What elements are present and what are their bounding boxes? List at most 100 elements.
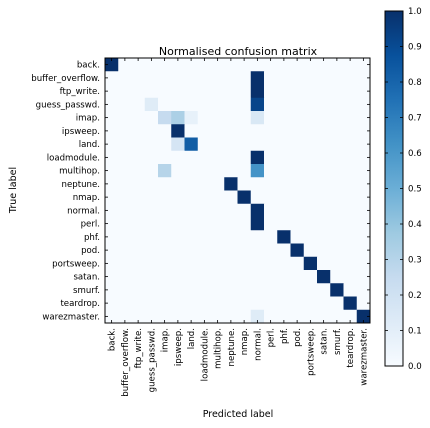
heatmap-cell (158, 111, 172, 125)
heatmap-cell (197, 177, 212, 191)
heatmap-cell (237, 111, 252, 125)
heatmap-cell (105, 58, 119, 72)
heatmap-cell (277, 190, 291, 205)
heatmap-cell (250, 111, 265, 125)
heatmap-cell (264, 84, 278, 99)
heatmap-cell (237, 164, 252, 178)
heatmap-cell (277, 203, 291, 218)
heatmap-cell (118, 243, 132, 258)
x-tick-label: buffer_overflow. (121, 328, 131, 397)
heatmap-cell (343, 296, 358, 311)
x-tick-label: pod. (293, 328, 303, 347)
heatmap-cell (144, 256, 159, 271)
heatmap-cell (144, 243, 159, 258)
heatmap-cell (356, 177, 371, 191)
y-tick-label: teardrop. (60, 299, 100, 309)
heatmap-cell (197, 84, 212, 99)
x-tick-label: nmap. (240, 328, 250, 355)
heatmap-cell (356, 58, 371, 72)
heatmap-cell (211, 230, 225, 244)
heatmap-cell (330, 58, 344, 72)
heatmap-cell (131, 230, 146, 244)
heatmap-cell (118, 97, 132, 112)
heatmap-cell (211, 177, 225, 191)
heatmap-cell (224, 58, 238, 72)
colorbar-tick-label: 0.7 (408, 114, 422, 124)
heatmap-cell (131, 309, 146, 324)
heatmap-cell (131, 150, 146, 165)
heatmap-cell (290, 203, 305, 218)
heatmap-cell (171, 190, 185, 205)
x-tick-label: portsweep. (306, 328, 316, 376)
heatmap-cell (356, 137, 371, 152)
heatmap-cell (118, 270, 132, 284)
heatmap-cell (184, 217, 199, 231)
x-tick-label: warezmaster. (359, 328, 369, 386)
heatmap-cell (290, 270, 305, 284)
heatmap-cell (356, 124, 371, 138)
heatmap-cell (158, 84, 172, 99)
x-tick-label: land. (187, 328, 197, 349)
heatmap-cell (343, 309, 358, 324)
x-tick-label: neptune. (227, 328, 237, 366)
heatmap-cell (317, 230, 331, 244)
heatmap-cell (144, 137, 159, 152)
colorbar-tick-label: 0.0 (408, 362, 422, 372)
heatmap-cell (277, 217, 291, 231)
heatmap-cell (343, 164, 358, 178)
heatmap-cell (131, 111, 146, 125)
heatmap-cell (197, 97, 212, 112)
heatmap-cell (158, 256, 172, 271)
y-tick-label: land. (79, 140, 100, 150)
heatmap-cell (317, 190, 331, 205)
x-tick-label: ftp_write. (134, 328, 144, 368)
heatmap-cell (356, 111, 371, 125)
heatmap-cell (224, 203, 238, 218)
heatmap-cell (224, 243, 238, 258)
heatmap-cell (264, 177, 278, 191)
heatmap-cell (197, 217, 212, 231)
heatmap-cell (105, 243, 119, 258)
heatmap-cell (264, 296, 278, 311)
heatmap-cell (303, 84, 318, 99)
heatmap-cell (171, 97, 185, 112)
x-axis-label: Predicted label (203, 409, 274, 420)
heatmap-cell (171, 124, 185, 138)
heatmap-cell (343, 137, 358, 152)
heatmap-cell (197, 58, 212, 72)
heatmap-cell (224, 256, 238, 271)
heatmap-cell (131, 84, 146, 99)
heatmap-cell (317, 296, 331, 311)
heatmap-cell (184, 164, 199, 178)
heatmap-cell (290, 164, 305, 178)
y-tick-label: multihop. (59, 167, 100, 177)
heatmap-cell (224, 124, 238, 138)
heatmap-cell (250, 270, 265, 284)
heatmap-cell (303, 243, 318, 258)
heatmap-cell (118, 217, 132, 231)
heatmap-cell (290, 177, 305, 191)
heatmap-cell (290, 296, 305, 311)
heatmap-cell (356, 84, 371, 99)
heatmap-cell (105, 84, 119, 99)
heatmap-cell (264, 309, 278, 324)
heatmap-cell (356, 283, 371, 297)
heatmap-cell (290, 217, 305, 231)
heatmap-cell (158, 203, 172, 218)
heatmap-cell (184, 203, 199, 218)
heatmap-cell (131, 71, 146, 85)
heatmap-cell (317, 150, 331, 165)
heatmap-cell (211, 137, 225, 152)
heatmap-cell (330, 177, 344, 191)
heatmap-cell (303, 256, 318, 271)
heatmap-cell (131, 124, 146, 138)
heatmap-cell (105, 150, 119, 165)
heatmap-cell (303, 190, 318, 205)
y-tick-label: imap. (76, 114, 100, 124)
heatmap-cell (343, 217, 358, 231)
heatmap-cell (303, 97, 318, 112)
heatmap-cell (317, 243, 331, 258)
heatmap-cell (303, 270, 318, 284)
heatmap-cell (317, 124, 331, 138)
heatmap-cell (250, 283, 265, 297)
